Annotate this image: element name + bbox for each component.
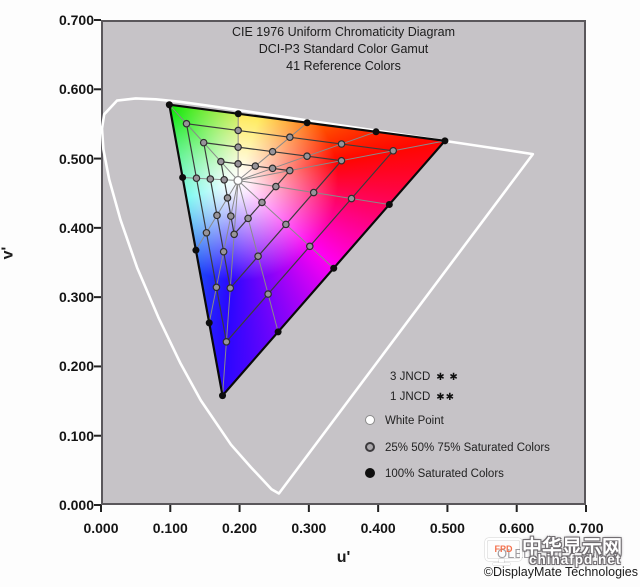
fpd-monitor-stand-icon	[499, 559, 504, 563]
copyright-text: ©DisplayMate Technologies	[483, 565, 638, 579]
white-point-marker-icon	[365, 415, 375, 425]
y-tick-label: 0.500	[58, 150, 94, 167]
x-tick-label: 0.400	[360, 520, 396, 536]
y-tick-label: 0.100	[58, 427, 94, 444]
watermark-title: 中华显示网	[522, 537, 622, 559]
chart-title: CIE 1976 Uniform Chromaticity Diagram	[232, 25, 455, 39]
x-tick-label: 0.000	[83, 520, 119, 536]
x-tick-label: 0.300	[291, 520, 327, 536]
x-tick-label: 0.500	[429, 520, 465, 536]
legend-row-partial-saturation: 25% 50% 75% Saturated Colors	[362, 441, 550, 455]
y-tick-label: 0.700	[58, 12, 94, 28]
x-axis-label: u'	[336, 549, 351, 566]
legend-row-1jncd: 1 JNCD ✱✱	[362, 390, 455, 404]
x-tick-label: 0.700	[568, 520, 604, 536]
star-icons: ✱ ✱	[436, 372, 459, 383]
x-tick-label: 0.100	[152, 520, 188, 536]
legend-row-3jncd: 3 JNCD ✱ ✱	[362, 370, 459, 384]
legend-row-white-point: White Point	[362, 414, 444, 428]
legend-3jncd-label: 3 JNCD	[390, 371, 431, 383]
y-tick-label: 0.600	[58, 81, 94, 98]
y-tick-label: 0.300	[58, 289, 94, 306]
chart-subtitle-gamut: DCI-P3 Standard Color Gamut	[258, 42, 429, 56]
y-tick-label: 0.200	[58, 358, 94, 375]
partial-saturation-marker-icon	[365, 442, 375, 452]
y-tick-label: 0.400	[58, 219, 94, 236]
chart-title-block: CIE 1976 Uniform Chromaticity Diagram DC…	[101, 24, 586, 75]
fpd-monitor-base-icon	[493, 563, 510, 565]
full-saturation-marker-icon	[365, 468, 375, 478]
legend-white-point-label: White Point	[385, 415, 444, 427]
legend-row-full-saturation: 100% Saturated Colors	[362, 467, 504, 481]
obscured-caption-text: OLED Chromaticity	[497, 546, 609, 561]
legend-partial-saturation-label: 25% 50% 75% Saturated Colors	[385, 442, 550, 454]
gamut-overlay-markers	[165, 101, 449, 400]
fpd-monitor-icon: FPD	[485, 538, 522, 561]
star-icons: ✱✱	[436, 392, 456, 403]
y-tick-label: 0.000	[58, 497, 94, 513]
chart-subtitle-colors: 41 Reference Colors	[286, 59, 401, 73]
watermark-domain: chinafpd.net	[529, 552, 622, 567]
x-tick-label: 0.200	[222, 520, 258, 536]
x-tick-label: 0.600	[499, 520, 535, 536]
legend-1jncd-label: 1 JNCD	[390, 391, 431, 403]
chinafpd-watermark: FPD 中华显示网 chinafpd.net	[483, 531, 640, 571]
legend-full-saturation-label: 100% Saturated Colors	[385, 468, 504, 480]
y-axis-label: v'	[0, 246, 17, 260]
